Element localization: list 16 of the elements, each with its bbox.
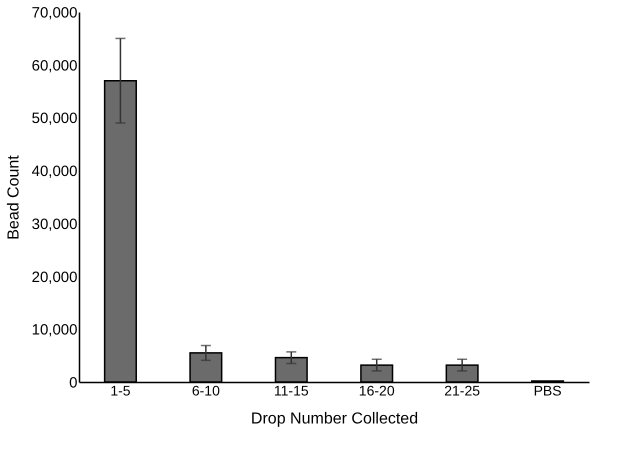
y-tick-label: 30,000 — [32, 216, 78, 233]
x-tick-label: 21-25 — [444, 382, 480, 398]
y-tick-label: 20,000 — [32, 268, 78, 286]
y-tick-label: 50,000 — [32, 110, 78, 128]
x-axis-title: Drop Number Collected — [250, 410, 418, 428]
y-tick-label: 70,000 — [32, 4, 78, 22]
x-tick-label: 6-10 — [192, 382, 220, 398]
x-tick-label: 1-5 — [110, 382, 131, 398]
y-tick-label: 40,000 — [32, 163, 78, 180]
y-tick-label: 60,000 — [32, 57, 78, 74]
y-tick-label: 0 — [69, 374, 78, 392]
x-tick-label: 11-15 — [274, 382, 309, 398]
y-axis-title: Bead Count — [6, 154, 23, 240]
y-tick-label: 10,000 — [32, 322, 78, 339]
x-tick-label: PBS — [534, 382, 562, 398]
x-tick-label: 16-20 — [358, 382, 395, 398]
